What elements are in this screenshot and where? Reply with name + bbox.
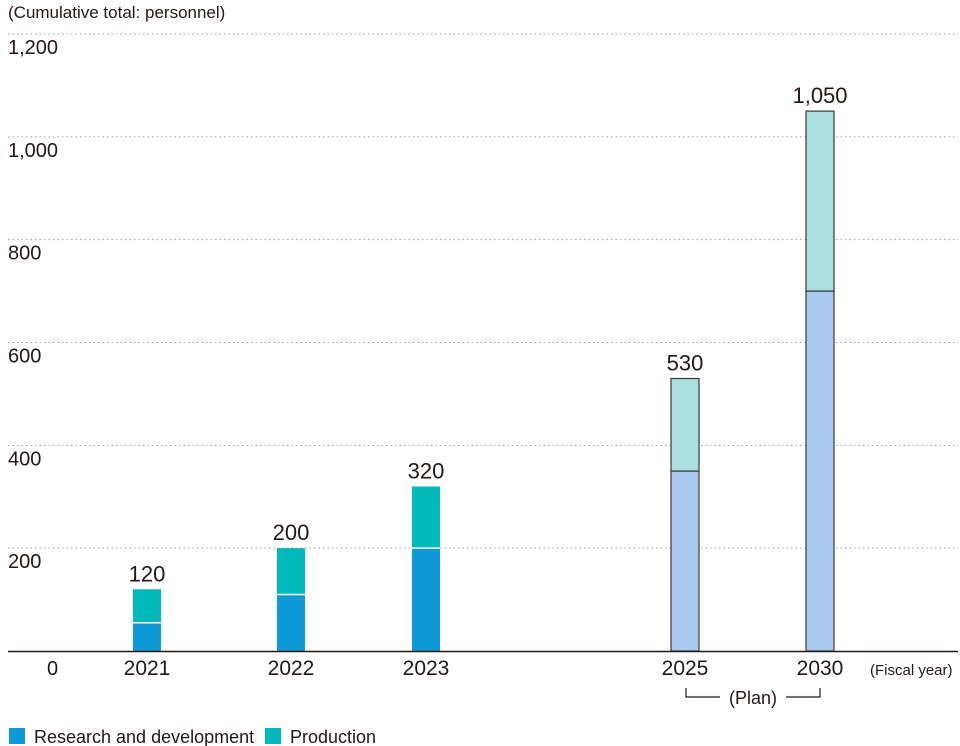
bar-production-2025 — [670, 377, 700, 472]
y-tick-label: 600 — [8, 346, 41, 368]
total-label-2021: 120 — [129, 561, 166, 586]
fiscal-year-label: (Fiscal year) — [870, 662, 953, 679]
y-tick-label: 400 — [8, 448, 41, 470]
y-axis-ticks: 0 200 400 600 800 1,000 1,200 — [8, 37, 58, 680]
gridlines — [8, 33, 958, 549]
legend-swatch-research — [9, 728, 25, 744]
bar-production-2022 — [277, 548, 305, 595]
bar-production-2021 — [133, 589, 161, 623]
plan-label: (Plan) — [729, 688, 777, 708]
legend-swatch-production — [265, 728, 281, 744]
x-tick-label-2021: 2021 — [124, 657, 171, 680]
x-tick-label-2030: 2030 — [797, 657, 844, 680]
bar-research-2022 — [277, 594, 305, 651]
bar-research-2030 — [805, 290, 835, 652]
plan-bracket-right — [786, 688, 821, 698]
bar-research-2021 — [133, 622, 161, 651]
bar-production-2023 — [412, 486, 440, 549]
bars — [133, 110, 835, 652]
y-tick-label: 200 — [8, 551, 41, 573]
total-label-2025: 530 — [667, 350, 704, 375]
y-tick-label: 0 — [47, 658, 58, 680]
plan-bracket-left — [685, 688, 720, 698]
x-axis-ticks: 2021 2022 2023 2025 2030 — [124, 657, 844, 680]
bar-research-2023 — [412, 548, 440, 651]
legend: Research and development Production — [9, 727, 376, 746]
bar-production-2030 — [805, 110, 835, 292]
x-tick-label-2023: 2023 — [403, 657, 450, 680]
plan-bracket: (Plan) — [685, 688, 821, 708]
total-labels: 120 200 320 530 1,050 — [129, 83, 848, 586]
unit-label: (Cumulative total: personnel) — [8, 3, 225, 22]
y-tick-label: 1,200 — [8, 37, 58, 59]
legend-label-research: Research and development — [34, 727, 254, 746]
total-label-2023: 320 — [408, 458, 445, 483]
x-tick-label-2025: 2025 — [662, 657, 709, 680]
total-label-2022: 200 — [273, 520, 310, 545]
legend-label-production: Production — [290, 727, 376, 746]
y-tick-label: 1,000 — [8, 140, 58, 162]
x-tick-label-2022: 2022 — [268, 657, 315, 680]
bar-research-2025 — [670, 470, 700, 652]
y-tick-label: 800 — [8, 243, 41, 265]
total-label-2030: 1,050 — [792, 83, 847, 108]
